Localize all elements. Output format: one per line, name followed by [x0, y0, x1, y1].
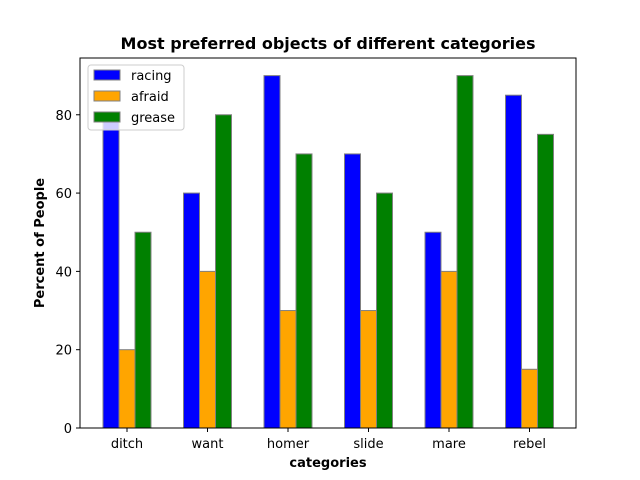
legend-label-grease: grease — [131, 111, 175, 126]
bar-afraid-want — [199, 270, 216, 429]
y-axis-label: Percent of People — [33, 178, 48, 308]
y-tick-label: 80 — [55, 109, 72, 124]
bar-racing-homer — [263, 75, 281, 429]
legend-label-afraid: afraid — [131, 90, 169, 105]
bar-grease-slide — [376, 192, 393, 429]
x-tick-label: want — [192, 437, 224, 452]
bar-racing-slide — [344, 153, 361, 429]
y-tick-label: 60 — [55, 187, 72, 202]
chart-title: Most preferred objects of different cate… — [121, 34, 536, 53]
bar-racing-want — [183, 192, 200, 429]
bar-afraid-mare — [440, 270, 458, 429]
x-tick-label: rebel — [513, 437, 546, 452]
legend-swatch-racing — [93, 69, 121, 81]
bars-group — [102, 75, 554, 429]
bar-racing-ditch — [102, 114, 120, 429]
x-tick-label: homer — [267, 437, 310, 452]
x-axis-label: categories — [289, 456, 366, 471]
y-tick-label: 20 — [55, 344, 72, 359]
y-tick-label: 0 — [64, 422, 72, 437]
bar-grease-ditch — [134, 231, 152, 429]
bar-afraid-rebel — [521, 368, 538, 429]
bar-grease-mare — [456, 75, 474, 429]
bar-afraid-homer — [279, 310, 297, 429]
x-axis: ditch want homer slide mare rebel — [111, 428, 546, 452]
legend-swatch-grease — [93, 111, 121, 123]
x-tick-label: ditch — [111, 437, 143, 452]
bar-grease-rebel — [537, 133, 554, 429]
bar-racing-rebel — [505, 94, 522, 429]
legend-swatch-afraid — [93, 90, 121, 102]
bar-afraid-slide — [360, 310, 377, 429]
x-tick-label: mare — [432, 437, 466, 452]
bar-grease-want — [215, 114, 232, 429]
bar-racing-mare — [424, 231, 442, 429]
y-axis: 0 20 40 60 80 — [55, 109, 80, 437]
bar-afraid-ditch — [118, 349, 136, 429]
legend-label-racing: racing — [131, 69, 172, 84]
plot-frame — [79, 57, 577, 429]
bar-grease-homer — [295, 153, 313, 429]
x-tick-label: slide — [353, 437, 383, 452]
legend: racing afraid grease — [87, 64, 185, 131]
y-tick-label: 40 — [55, 265, 72, 280]
